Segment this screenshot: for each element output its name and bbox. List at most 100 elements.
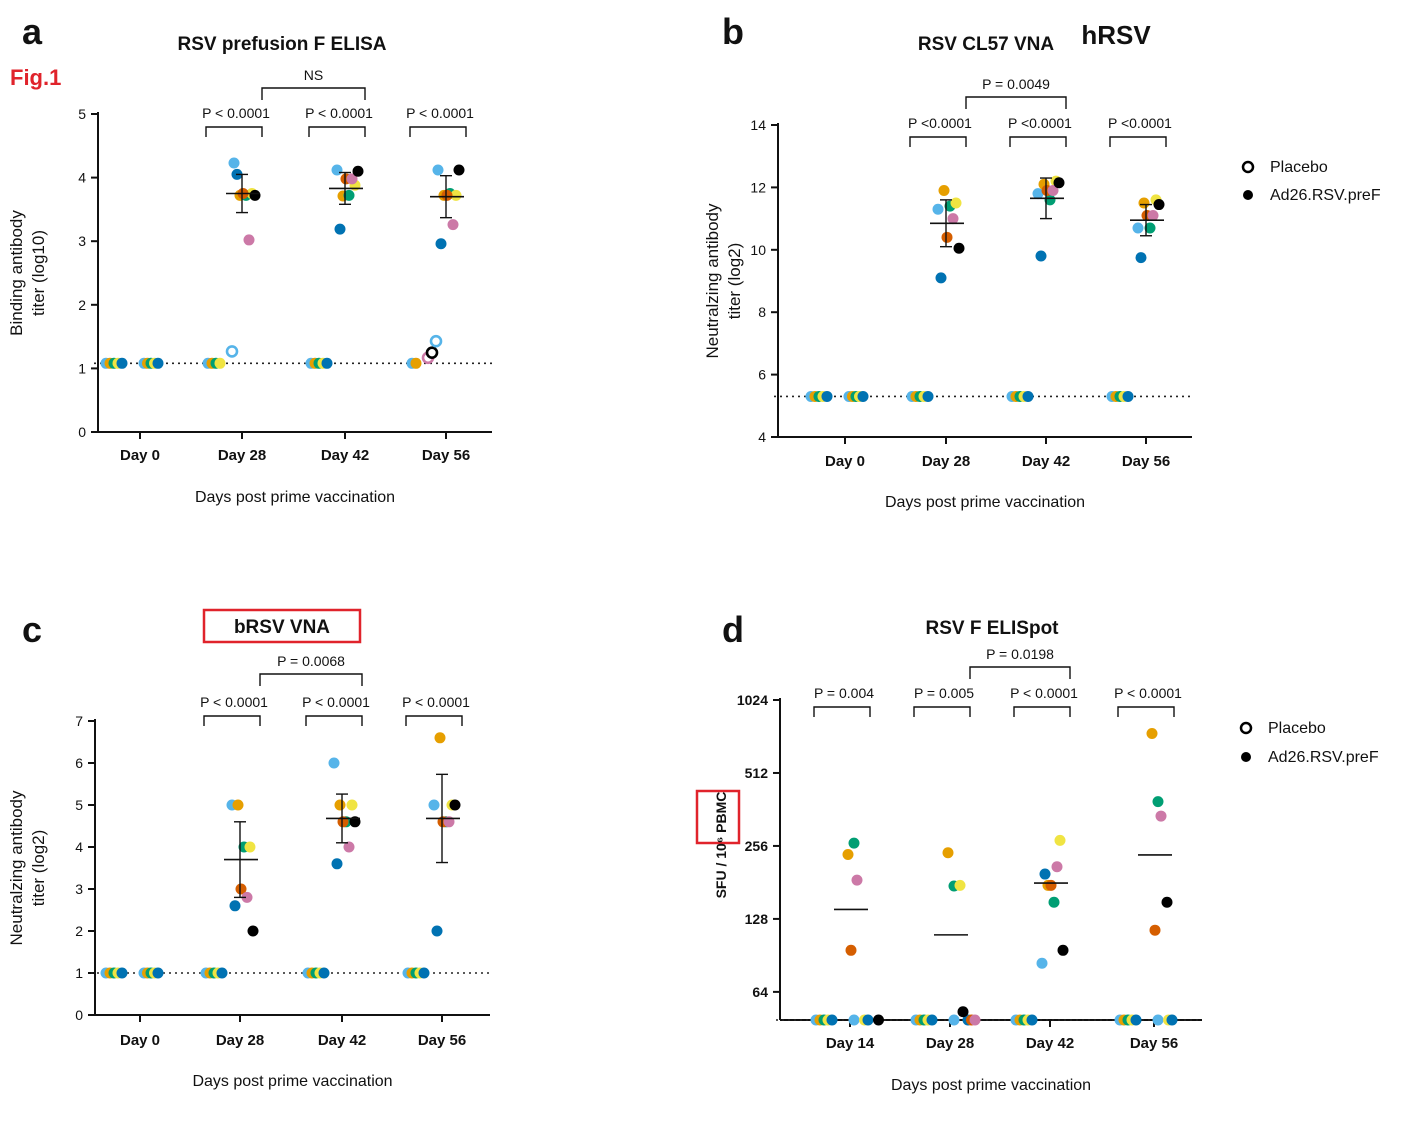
vaccine-point (328, 757, 340, 769)
p-value-label: P < 0.0001 (1114, 685, 1182, 701)
vaccine-point (1035, 250, 1047, 262)
x-tick-label: Day 56 (418, 1032, 466, 1049)
vaccine-point (334, 799, 346, 811)
x-tick-label: Day 56 (1122, 453, 1170, 470)
legend-placebo-label: Placebo (1268, 720, 1326, 737)
bracket-line (308, 126, 366, 137)
bracket-line (261, 87, 366, 100)
chart-panel-c: bRSV VNA 0 1 2 3 4 5 6 7 Day 0 Day 28 Day 42 Day 56 D… (7, 617, 490, 1090)
chart-panel-d: RSV F ELISpot 64 128 256 512 1024 Day 14 Day 28… (713, 618, 1202, 1094)
y-tick-label: 6 (75, 755, 83, 771)
legend-top: Placebo Ad26.RSV.preF (1241, 159, 1381, 204)
placebo-point (1022, 390, 1034, 402)
placebo-point (821, 390, 833, 402)
vaccine-point (950, 197, 962, 209)
vaccine-point (1044, 194, 1056, 206)
placebo-point (418, 967, 430, 979)
x-tick-label: Day 28 (922, 453, 970, 470)
vaccine-point (352, 165, 364, 177)
comparison-bracket: P < 0.0001 (406, 105, 474, 137)
p-value-label: P < 0.0001 (305, 105, 373, 121)
p-value-label: P < 0.0001 (200, 694, 268, 710)
bracket-line (305, 715, 363, 726)
comparison-bracket: P < 0.0001 (200, 694, 268, 726)
legend-vaccine-marker (1241, 752, 1251, 762)
y-tick-label: 10 (750, 242, 766, 258)
vaccine-point (1054, 834, 1066, 846)
p-value-label: P = 0.0198 (986, 646, 1054, 662)
p-value-label: P <0.0001 (1008, 115, 1072, 131)
vaccine-point (1051, 861, 1063, 873)
placebo-point (116, 967, 128, 979)
vaccine-point (346, 173, 358, 185)
placebo-point (1122, 390, 1134, 402)
vaccine-point (953, 242, 965, 254)
p-value-label: P < 0.0001 (406, 105, 474, 121)
y-tick-label: 5 (78, 106, 86, 122)
vaccine-point (948, 1014, 960, 1026)
vaccine-point (1132, 222, 1144, 234)
y-tick-label: 256 (745, 838, 769, 854)
placebo-point (116, 357, 128, 369)
placebo-point (410, 357, 422, 369)
bracket-line (965, 96, 1067, 109)
vaccine-point (947, 213, 959, 225)
bracket-line (1117, 706, 1175, 717)
y-tick-label: 14 (750, 117, 766, 133)
vaccine-point (1045, 879, 1057, 891)
x-tick-label: Day 28 (926, 1035, 974, 1052)
x-tick-label: Day 42 (1026, 1035, 1074, 1052)
legend-bottom: Placebo Ad26.RSV.preF (1239, 720, 1379, 766)
legend-placebo-marker (1241, 160, 1255, 174)
legend-vaccine-label: Ad26.RSV.preF (1268, 749, 1379, 766)
comparison-bracket: P < 0.0001 (202, 105, 270, 137)
vaccine-point (1053, 177, 1065, 189)
y-axis-label-line2: titer (log2) (725, 243, 744, 320)
x-tick-label: Day 56 (422, 447, 470, 464)
vaccine-point (862, 1014, 874, 1026)
comparison-bracket: P = 0.004 (813, 685, 874, 717)
legend-placebo-marker (1239, 721, 1253, 735)
chart-panel-a: RSV prefusion F ELISA 0 1 2 3 4 5 Day 0 Day 28 Da… (7, 34, 492, 506)
vaccine-point (343, 189, 355, 201)
vaccine-point (845, 944, 857, 956)
comparison-bracket: P = 0.005 (913, 685, 974, 717)
vaccine-point (428, 799, 440, 811)
vaccine-point (450, 189, 462, 201)
x-tick-label: Day 14 (826, 1035, 875, 1052)
x-axis-label: Days post prime vaccination (885, 494, 1085, 511)
vaccine-point (1032, 188, 1044, 200)
p-value-label: P = 0.005 (914, 685, 974, 701)
vaccine-point (235, 883, 247, 895)
vaccine-point (152, 967, 164, 979)
highlight-box-ylabel-d (695, 789, 741, 845)
vaccine-point (241, 891, 253, 903)
y-axis-label-line1: Binding antibody (7, 210, 26, 336)
vaccine-point (857, 390, 869, 402)
p-value-label: NS (304, 67, 323, 83)
y-tick-label: 4 (75, 839, 83, 855)
comparison-bracket: P = 0.0198 (969, 646, 1071, 679)
comparison-bracket: P < 0.0001 (305, 105, 373, 137)
vaccine-point (851, 874, 863, 886)
vaccine-point (1039, 868, 1051, 880)
legend-placebo-label: Placebo (1270, 159, 1328, 176)
placebo-point (321, 357, 333, 369)
p-value-label: P < 0.0001 (302, 694, 370, 710)
vaccine-point (932, 203, 944, 215)
p-value-label: P < 0.0001 (402, 694, 470, 710)
y-tick-label: 3 (75, 881, 83, 897)
y-tick-label: 4 (758, 429, 766, 445)
bracket-line (205, 126, 263, 137)
vaccine-point (343, 841, 355, 853)
vaccine-point (969, 1014, 981, 1026)
vaccine-point (848, 1014, 860, 1026)
vaccine-point (941, 231, 953, 243)
x-axis-label: Days post prime vaccination (195, 489, 395, 506)
p-value-label: P < 0.0001 (1010, 685, 1078, 701)
y-axis-label: SFU / 10⁶ PBMC (713, 792, 729, 899)
y-tick-label: 0 (75, 1007, 83, 1023)
vaccine-point (229, 900, 241, 912)
vaccine-point (1152, 1014, 1164, 1026)
